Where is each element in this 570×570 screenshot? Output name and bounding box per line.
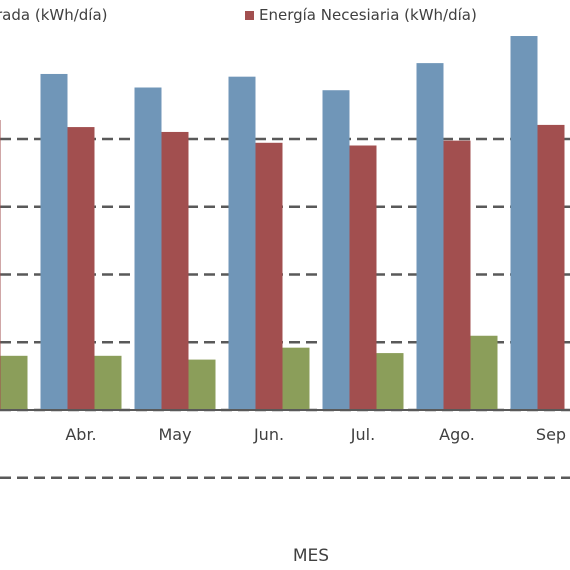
x-tick-label: Jun. (253, 425, 284, 444)
bar-1-4 (322, 90, 350, 410)
x-tick-label: Abr. (65, 425, 96, 444)
x-axis-title: MES (293, 546, 329, 566)
bar-2-0 (0, 120, 1, 410)
legend-swatch-energia-necesiaria (245, 11, 254, 20)
x-tick-label: Ago. (439, 425, 475, 444)
bar-1-5 (416, 63, 444, 411)
legend-label-energia-generada: rada (kWh/día) (0, 6, 108, 24)
x-tick-label: Jul. (350, 425, 375, 444)
legend-label-energia-necesiaria: Energía Necesiaria (kWh/día) (259, 6, 477, 24)
bar-3-2 (188, 359, 216, 410)
bar-1-3 (228, 76, 256, 411)
bar-2-1 (67, 127, 95, 411)
bar-2-2 (161, 131, 189, 411)
bar-1-1 (40, 73, 68, 411)
bar-2-5 (443, 140, 471, 410)
bars (0, 36, 565, 411)
bar-3-3 (282, 347, 310, 410)
bar-1-2 (134, 87, 162, 410)
bar-2-6 (537, 124, 565, 411)
bar-2-3 (255, 142, 283, 410)
bar-3-1 (94, 355, 122, 410)
x-tick-label: Sep (536, 425, 566, 444)
bar-3-4 (376, 353, 404, 410)
bar-3-5 (470, 335, 498, 410)
bar-3-0 (0, 355, 28, 410)
legend: rada (kWh/día) Energía Necesiaria (kWh/d… (0, 6, 477, 24)
bar-1-6 (510, 36, 538, 411)
bar-2-4 (349, 145, 377, 410)
x-tick-label: May (158, 425, 191, 444)
